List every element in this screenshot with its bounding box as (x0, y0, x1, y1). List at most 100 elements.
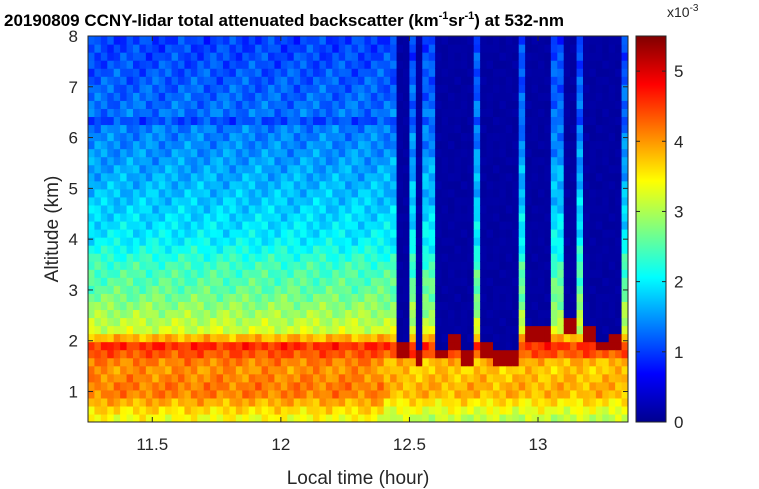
heatmap-cell (570, 188, 578, 198)
heatmap-cell (570, 172, 578, 182)
heatmap-cell (544, 196, 552, 206)
heatmap-cell (171, 196, 179, 206)
heatmap-cell (576, 381, 584, 391)
heatmap-cell (229, 389, 237, 399)
heatmap-cell (608, 76, 616, 85)
heatmap-cell (184, 293, 192, 302)
heatmap-cell (113, 140, 121, 150)
heatmap-cell (229, 220, 237, 230)
heatmap-cell (358, 164, 366, 174)
heatmap-cell (242, 124, 250, 134)
heatmap-cell (428, 373, 436, 383)
heatmap-cell (223, 108, 231, 118)
heatmap-cell (576, 269, 584, 278)
heatmap-cell (300, 269, 308, 278)
heatmap-cell (255, 405, 263, 415)
heatmap-cell (390, 277, 398, 286)
heatmap-cell (120, 44, 128, 53)
heatmap-cell (255, 140, 263, 150)
heatmap-cell (133, 204, 141, 214)
heatmap-cell (544, 156, 552, 166)
heatmap-cell (345, 140, 353, 150)
heatmap-cell (364, 76, 372, 85)
heatmap-cell (261, 261, 269, 270)
heatmap-cell (229, 212, 237, 222)
heatmap-cell (570, 84, 578, 93)
heatmap-cell (197, 301, 205, 311)
heatmap-cell (274, 357, 282, 367)
heatmap-cell (435, 341, 443, 351)
heatmap-cell (441, 116, 449, 126)
heatmap-cell (242, 397, 250, 407)
heatmap-cell (88, 389, 96, 399)
heatmap-cell (203, 229, 211, 238)
x-tick-label: 12.5 (393, 435, 426, 454)
heatmap-cell (538, 229, 546, 238)
heatmap-cell (171, 68, 179, 77)
heatmap-cell (190, 229, 198, 238)
heatmap-cell (595, 76, 603, 85)
heatmap-cell (120, 269, 128, 278)
heatmap-cell (403, 84, 411, 93)
heatmap-cell (261, 237, 269, 246)
heatmap-cell (473, 44, 481, 53)
heatmap-cell (248, 373, 256, 383)
heatmap-cell (306, 164, 314, 174)
heatmap-cell (550, 220, 558, 230)
heatmap-cell (94, 309, 102, 319)
heatmap-cell (441, 261, 449, 270)
heatmap-cell (441, 156, 449, 166)
heatmap-cell (403, 124, 411, 134)
heatmap-cell (133, 156, 141, 166)
heatmap-cell (338, 245, 346, 254)
heatmap-cell (493, 293, 501, 302)
heatmap-cell (409, 108, 417, 118)
heatmap-cell (615, 180, 623, 190)
heatmap-cell (499, 116, 507, 126)
heatmap-cell (422, 68, 430, 77)
heatmap-cell (358, 116, 366, 126)
heatmap-cell (345, 365, 353, 375)
heatmap-cell (248, 405, 256, 415)
heatmap-cell (158, 60, 166, 69)
heatmap-cell (396, 381, 404, 391)
heatmap-cell (383, 164, 391, 174)
heatmap-cell (390, 333, 398, 343)
colorbar-tick-label: 3 (674, 202, 683, 221)
heatmap-cell (113, 156, 121, 166)
heatmap-cell (88, 317, 96, 327)
heatmap-cell (460, 76, 468, 85)
heatmap-cell (190, 389, 198, 399)
heatmap-cell (370, 180, 378, 190)
plot-frame (87, 35, 629, 423)
heatmap-cell (88, 220, 96, 230)
heatmap-cell (203, 245, 211, 254)
heatmap-cell (229, 148, 237, 158)
heatmap-cell (325, 397, 333, 407)
heatmap-cell (364, 229, 372, 238)
heatmap-cell (480, 44, 488, 53)
heatmap-cell (570, 108, 578, 118)
heatmap-cell (415, 196, 423, 206)
heatmap-cell (589, 188, 597, 198)
heatmap-cell (505, 132, 513, 142)
heatmap-cell (203, 285, 211, 294)
heatmap-cell (441, 277, 449, 286)
heatmap-cell (248, 333, 256, 343)
heatmap-cell (120, 413, 128, 422)
heatmap-cell (158, 229, 166, 238)
heatmap-cell (113, 373, 121, 383)
heatmap-cell (448, 309, 456, 319)
heatmap-cell (602, 92, 610, 101)
heatmap-cell (203, 148, 211, 158)
heatmap-cell (319, 325, 327, 335)
heatmap-cell (364, 405, 372, 415)
heatmap-cell (248, 389, 256, 399)
heatmap-cell (538, 100, 546, 109)
heatmap-cell (126, 357, 134, 367)
heatmap-cell (178, 301, 186, 311)
heatmap-cell (448, 140, 456, 150)
heatmap-cell (396, 317, 404, 327)
heatmap-cell (255, 196, 263, 206)
heatmap-cell (550, 60, 558, 69)
